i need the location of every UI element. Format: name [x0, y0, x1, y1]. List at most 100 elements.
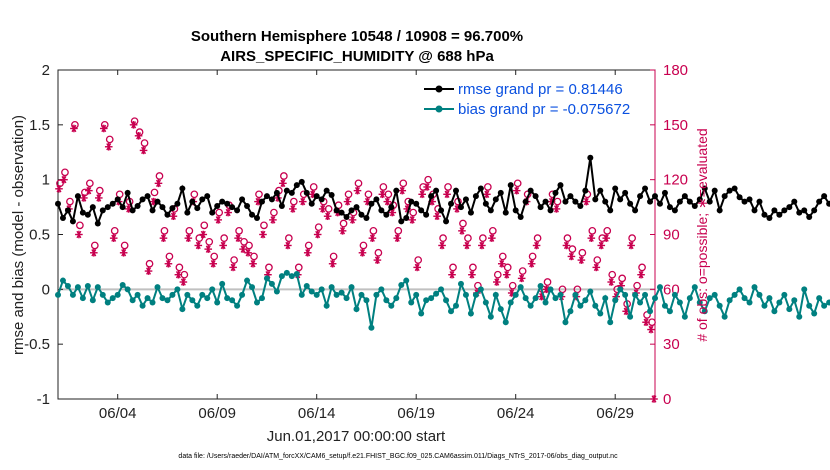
bias-point — [438, 286, 445, 293]
rmse-point — [144, 193, 151, 200]
obs-evaluated-point — [229, 263, 237, 272]
bias-point — [104, 299, 111, 306]
obs-possible-point — [265, 263, 273, 272]
bias-point — [348, 284, 355, 291]
bias-point — [378, 286, 385, 293]
rmse-point — [214, 202, 221, 209]
obs-evaluated-point — [368, 234, 377, 242]
rmse-point — [532, 193, 539, 200]
rmse-point — [711, 187, 718, 194]
obs-possible-point — [190, 190, 199, 199]
bias-point — [288, 273, 295, 280]
obs-evaluated-point — [224, 208, 232, 217]
bias-point — [522, 295, 529, 302]
obs-possible-point — [140, 139, 149, 147]
obs-possible-point — [479, 234, 487, 243]
obs-evaluated-point — [119, 248, 128, 257]
bias-point — [358, 291, 365, 298]
rmse-point — [249, 211, 256, 218]
bias-point — [731, 291, 738, 298]
x-tick-label: 06/19 — [397, 405, 435, 422]
rmse-point — [114, 196, 121, 203]
obs-possible-point — [304, 241, 313, 250]
rmse-point — [373, 196, 380, 203]
obs-possible-point — [260, 221, 268, 230]
rmse-point — [433, 187, 440, 194]
bias-point — [811, 310, 818, 317]
rmse-point — [303, 189, 310, 196]
obs-possible-point — [270, 208, 278, 217]
rmse-point — [239, 196, 246, 203]
rmse-point — [323, 187, 330, 194]
bias-point — [418, 310, 425, 317]
obs-evaluated-point — [650, 395, 658, 403]
rmse-point — [174, 200, 181, 207]
obs-evaluated-point — [75, 230, 83, 239]
obs-evaluated-point — [423, 183, 431, 191]
rmse-point — [522, 198, 529, 205]
bias-point — [154, 284, 161, 291]
obs-evaluated-point — [80, 194, 88, 202]
rmse-point — [263, 193, 270, 200]
rmse-point — [388, 204, 395, 211]
obs-evaluated-point — [219, 241, 227, 250]
obs-evaluated-point — [209, 259, 218, 268]
rmse-point — [477, 185, 484, 192]
bias-point — [403, 277, 410, 284]
obs-evaluated-point — [433, 212, 441, 221]
bias-point — [258, 295, 265, 302]
obs-possible-point — [280, 172, 288, 180]
rmse-point — [781, 207, 788, 214]
obs-possible-point — [593, 256, 602, 264]
bias-point — [109, 295, 116, 302]
bias-point — [502, 319, 509, 326]
bias-point — [239, 291, 246, 298]
bias-point — [686, 295, 693, 302]
rmse-point — [313, 193, 320, 200]
obs-possible-point — [588, 226, 597, 235]
rmse-point — [104, 204, 111, 211]
obs-evaluated-point — [169, 212, 178, 221]
rmse-point — [716, 207, 723, 214]
obs-evaluated-point — [284, 241, 292, 250]
bias-point — [453, 302, 459, 309]
bias-point — [99, 291, 106, 298]
obs-possible-point — [329, 252, 338, 261]
obs-evaluated-point — [129, 121, 138, 129]
obs-evaluated-point — [244, 248, 252, 257]
rmse-point — [766, 215, 773, 222]
rmse-point — [89, 204, 96, 211]
left-tick-label: -0.5 — [24, 336, 50, 353]
obs-possible-point — [518, 267, 527, 275]
rmse-point — [378, 207, 385, 214]
rmse-point — [791, 198, 798, 205]
bias-point — [393, 295, 400, 302]
x-tick-label: 06/14 — [298, 405, 336, 422]
rmse-point — [806, 213, 813, 220]
obs-possible-point — [573, 285, 582, 294]
obs-evaluated-point — [408, 216, 417, 224]
obs-evaluated-point — [532, 241, 541, 250]
bias-point — [781, 291, 788, 298]
rmse-point — [776, 211, 783, 218]
bias-point — [557, 291, 564, 298]
rmse-point — [821, 193, 828, 200]
rmse-point — [149, 207, 156, 214]
rmse-point — [652, 193, 658, 200]
bias-point — [59, 277, 66, 284]
rmse-point — [602, 198, 609, 205]
obs-possible-point — [66, 197, 74, 206]
y-axis-label-left: rmse and bias (model - observation) — [10, 115, 27, 355]
rmse-point — [254, 215, 260, 222]
bias-point — [209, 286, 216, 293]
obs-possible-point — [354, 179, 363, 188]
bias-point — [263, 275, 270, 282]
obs-evaluated-point — [279, 179, 287, 188]
bias-point — [642, 291, 649, 298]
rmse-point — [622, 189, 629, 196]
bias-point — [801, 286, 808, 293]
rmse-point — [512, 207, 519, 214]
rmse-point — [164, 211, 171, 218]
rmse-point — [681, 193, 688, 200]
rmse-point — [159, 204, 166, 211]
